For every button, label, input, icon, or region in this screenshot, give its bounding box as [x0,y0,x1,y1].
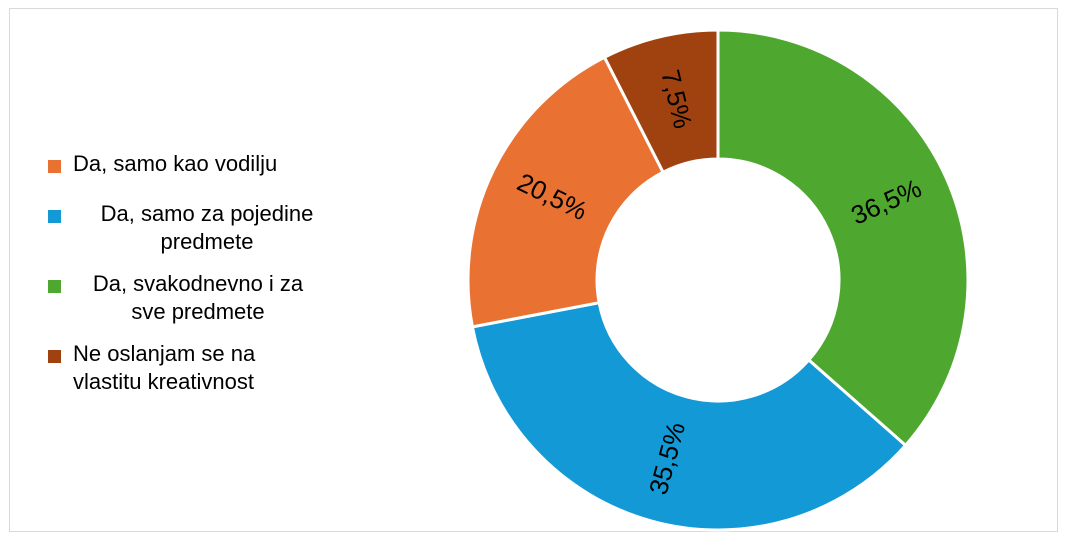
legend-item-ne-oslanjam-se-na-vlastitu-kreativnost: Ne oslanjam se na vlastitu kreativnost [48,340,368,396]
legend-item-da-samo-za-pojedine-predmete: Da, samo za pojedine predmete [48,200,368,256]
legend-swatch [48,210,61,223]
donut-slice-da-svakodnevno-i-za-sve-predmete [716,28,970,448]
legend-label: Ne oslanjam se na vlastitu kreativnost [73,341,256,394]
legend-swatch [48,280,61,293]
legend-label: Da, samo kao vodilju [73,151,278,176]
donut-slice-ne-oslanjam-se-na-vlastitu-kreativnost [602,28,720,175]
legend-label: Da, samo za pojedine predmete [100,201,314,254]
donut-slice-da-samo-za-pojedine-predmete [470,300,908,532]
legend-swatch [48,160,61,173]
legend-label: Da, svakodnevno i za sve predmete [92,271,304,324]
chart-legend: Da, samo kao vodilju Da, samo za pojedin… [48,150,368,410]
legend-item-da-svakodnevno-i-za-sve-predmete: Da, svakodnevno i za sve predmete [48,270,368,326]
legend-item-da-samo-kao-vodilju: Da, samo kao vodilju [48,150,368,178]
legend-swatch [48,350,61,363]
donut-slice-da-samo-kao-vodilju [466,55,666,329]
